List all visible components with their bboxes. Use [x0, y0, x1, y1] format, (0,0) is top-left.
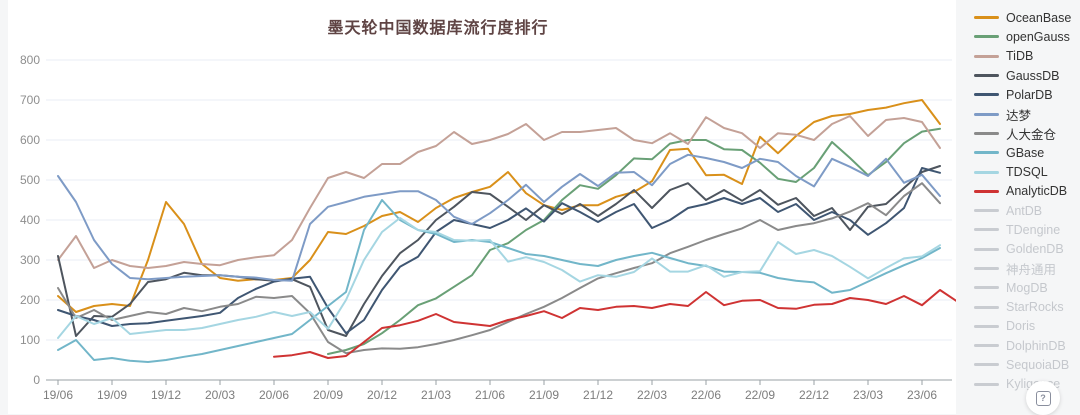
- legend-item-AntDB[interactable]: AntDB: [974, 201, 1080, 220]
- legend-item-人大金仓[interactable]: 人大金仓: [974, 124, 1080, 143]
- x-axis-label-19/09: 19/09: [97, 388, 127, 402]
- legend-label-达梦: 达梦: [1006, 108, 1032, 123]
- legend-label-PolarDB: PolarDB: [1006, 87, 1053, 102]
- legend-label-GBase: GBase: [1006, 145, 1045, 160]
- legend-item-openGauss[interactable]: openGauss: [974, 27, 1080, 46]
- x-axis-label-22/12: 22/12: [799, 388, 829, 402]
- legend-label-TDengine: TDengine: [1006, 222, 1061, 237]
- legend-swatch-TiDB: [974, 54, 999, 58]
- legend-item-神舟通用[interactable]: 神舟通用: [974, 259, 1080, 278]
- y-axis-label-700: 700: [20, 93, 40, 107]
- legend-label-MogDB: MogDB: [1006, 280, 1048, 295]
- x-axis-label-22/06: 22/06: [691, 388, 721, 402]
- legend-swatch-TDengine: [974, 228, 999, 232]
- help-button[interactable]: ?: [1026, 381, 1060, 415]
- legend-item-OceanBase[interactable]: OceanBase: [974, 8, 1080, 27]
- legend-swatch-PolarDB: [974, 93, 999, 97]
- legend-item-达梦[interactable]: 达梦: [974, 104, 1080, 123]
- x-axis-label-19/06: 19/06: [43, 388, 73, 402]
- legend-label-SequoiaDB: SequoiaDB: [1006, 357, 1070, 372]
- y-axis-label-200: 200: [20, 293, 40, 307]
- chart-canvas[interactable]: 0 100 200 300 400 500 600 700 800 19/06 19/09 19/12…: [8, 0, 956, 414]
- x-axis-label-23/06: 23/06: [907, 388, 937, 402]
- legend-swatch-GaussDB: [974, 74, 999, 78]
- x-axis-label-19/12: 19/12: [151, 388, 181, 402]
- legend-item-MogDB[interactable]: MogDB: [974, 278, 1080, 297]
- legend-swatch-神舟通用: [974, 267, 999, 270]
- legend-item-AnalyticDB[interactable]: AnalyticDB: [974, 182, 1080, 201]
- series-line-PolarDB: [57, 167, 941, 335]
- legend-label-TDSQL: TDSQL: [1006, 165, 1048, 180]
- x-axis-label-21/06: 21/06: [475, 388, 505, 402]
- series-line-openGauss: [327, 127, 941, 355]
- legend-swatch-Doris: [974, 324, 999, 328]
- legend-item-GaussDB[interactable]: GaussDB: [974, 66, 1080, 85]
- legend-swatch-MogDB: [974, 286, 999, 290]
- y-axis-label-0: 0: [33, 373, 40, 387]
- legend-label-AnalyticDB: AnalyticDB: [1006, 184, 1068, 199]
- legend-label-openGauss: openGauss: [1006, 29, 1070, 44]
- legend-label-神舟通用: 神舟通用: [1006, 263, 1057, 277]
- legend-item-GBase[interactable]: GBase: [974, 143, 1080, 162]
- legend-swatch-AntDB: [974, 209, 999, 213]
- chart-panel: 墨天轮中国数据库流行度排行 0 100 200 300 400 500 600 700 800 1…: [8, 0, 956, 414]
- series-line-GBase: [57, 199, 941, 363]
- legend-swatch-人大金仓: [974, 131, 999, 135]
- legend-swatch-openGauss: [974, 35, 999, 39]
- y-axis-label-600: 600: [20, 133, 40, 147]
- x-axis-label-21/03: 21/03: [421, 388, 451, 402]
- y-axis-label-800: 800: [20, 53, 40, 67]
- legend-label-TiDB: TiDB: [1006, 49, 1034, 64]
- x-axis-label-20/09: 20/09: [313, 388, 343, 402]
- legend-swatch-OceanBase: [974, 16, 999, 20]
- legend-label-GaussDB: GaussDB: [1006, 68, 1060, 83]
- y-axis-label-100: 100: [20, 333, 40, 347]
- legend-swatch-GoldenDB: [974, 247, 999, 251]
- legend-item-TDSQL[interactable]: TDSQL: [974, 162, 1080, 181]
- legend-label-人大金仓: 人大金仓: [1006, 127, 1057, 142]
- x-axis-label-20/03: 20/03: [205, 388, 235, 402]
- legend-swatch-GBase: [974, 151, 999, 155]
- legend-swatch-达梦: [974, 112, 999, 116]
- chart-title: 墨天轮中国数据库流行度排行: [327, 20, 549, 37]
- legend-swatch-TDSQL: [974, 170, 999, 174]
- x-axis-label-21/09: 21/09: [529, 388, 559, 402]
- legend-item-PolarDB[interactable]: PolarDB: [974, 85, 1080, 104]
- x-axis-label-22/09: 22/09: [745, 388, 775, 402]
- chart-legend: OceanBase openGauss TiDB GaussDB PolarDB 达梦人大…: [974, 8, 1080, 414]
- legend-item-TDengine[interactable]: TDengine: [974, 220, 1080, 239]
- series-line-OceanBase: [57, 99, 941, 313]
- y-axis-label-400: 400: [20, 213, 40, 227]
- x-axis-label-20/12: 20/12: [367, 388, 397, 402]
- x-axis-label-23/03: 23/03: [853, 388, 883, 402]
- legend-label-AntDB: AntDB: [1006, 203, 1043, 218]
- legend-item-StarRocks[interactable]: StarRocks: [974, 297, 1080, 316]
- legend-item-GoldenDB[interactable]: GoldenDB: [974, 240, 1080, 259]
- legend-label-OceanBase: OceanBase: [1006, 10, 1072, 25]
- legend-item-TiDB[interactable]: TiDB: [974, 47, 1080, 66]
- legend-label-DolphinDB: DolphinDB: [1006, 338, 1066, 353]
- legend-label-GoldenDB: GoldenDB: [1006, 242, 1064, 257]
- x-axis-label-22/03: 22/03: [637, 388, 667, 402]
- series-line-达梦: [57, 153, 941, 282]
- x-axis-label-20/06: 20/06: [259, 388, 289, 402]
- legend-item-Doris[interactable]: Doris: [974, 317, 1080, 336]
- legend-item-SequoiaDB[interactable]: SequoiaDB: [974, 355, 1080, 374]
- legend-label-Doris: Doris: [1006, 319, 1036, 334]
- legend-label-StarRocks: StarRocks: [1006, 300, 1064, 315]
- legend-swatch-Kyligence: [974, 382, 999, 386]
- legend-swatch-SequoiaDB: [974, 363, 999, 367]
- series-line-AnalyticDB: [273, 289, 956, 359]
- legend-swatch-AnalyticDB: [974, 189, 999, 193]
- legend-swatch-DolphinDB: [974, 344, 999, 348]
- x-axis-label-21/12: 21/12: [583, 388, 613, 402]
- series-line-TiDB: [57, 115, 941, 269]
- legend-item-DolphinDB[interactable]: DolphinDB: [974, 336, 1080, 355]
- y-axis-label-500: 500: [20, 173, 40, 187]
- help-icon: ?: [1035, 390, 1051, 406]
- legend-swatch-StarRocks: [974, 305, 999, 309]
- y-axis-label-300: 300: [20, 253, 40, 267]
- series-line-TDSQL: [57, 217, 941, 339]
- series-line-人大金仓: [57, 182, 941, 355]
